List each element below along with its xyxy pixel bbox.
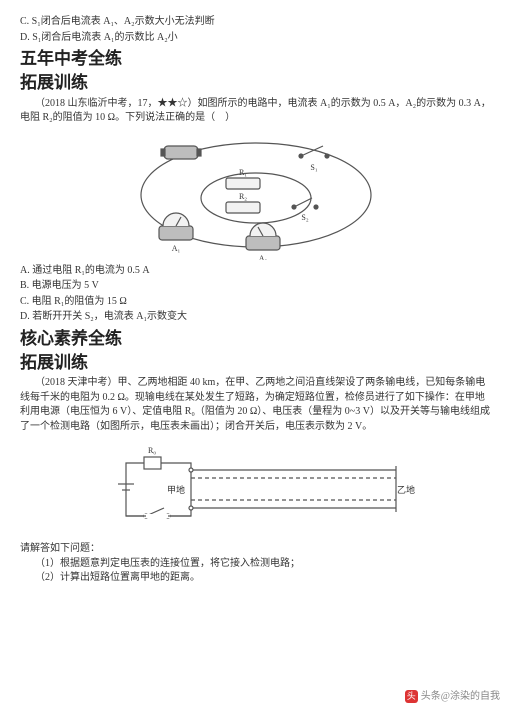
label-right-place: 乙地 bbox=[397, 484, 415, 495]
label-s1: S₁ bbox=[310, 163, 317, 172]
label-a2: A₂ bbox=[259, 254, 268, 260]
label-s2: S₂ bbox=[301, 213, 308, 222]
label-r0: R₀ bbox=[148, 446, 156, 455]
section2-heading2: 拓展训练 bbox=[20, 352, 492, 373]
option-d: D. S₁闭合后电流表 A₁的示数比 A₂小 bbox=[20, 31, 492, 46]
s1-option-b: B. 电源电压为 5 V bbox=[20, 279, 492, 294]
s1-option-a: A. 通过电阻 R₁的电流为 0.5 A bbox=[20, 264, 492, 279]
section1-question: （2018 山东临沂中考，17，★★☆）如图所示的电路中，电流表 A₁的示数为 … bbox=[20, 97, 492, 126]
section2-question: （2018 天津中考）甲、乙两地相距 40 km，在甲、乙两地之间沿直线架设了两… bbox=[20, 376, 492, 434]
section1-circuit-figure: A₁ A₂ R₁ R₂ S₁ bbox=[20, 130, 492, 260]
watermark-text: 头条@涂染的自我 bbox=[421, 690, 500, 705]
tasks-intro: 请解答如下问题： bbox=[20, 542, 492, 557]
task-2: （2）计算出短路位置离甲地的距离。 bbox=[20, 571, 492, 586]
label-a1: A₁ bbox=[172, 244, 181, 253]
watermark: 头 头条@涂染的自我 bbox=[405, 690, 500, 705]
option-c: C. S₁闭合后电流表 A₁、A₂示数大小无法判断 bbox=[20, 15, 492, 30]
s1-option-d: D. 若断开开关 S₂，电流表 A₁示数变大 bbox=[20, 310, 492, 325]
section1-heading2: 拓展训练 bbox=[20, 72, 492, 93]
label-r1: R₁ bbox=[239, 168, 247, 177]
watermark-logo-icon: 头 bbox=[405, 690, 418, 703]
section2-circuit-figure: R₀ 甲地 乙地 bbox=[20, 438, 492, 538]
task-1: （1）根据题意判定电压表的连接位置，将它接入检测电路； bbox=[20, 557, 492, 572]
s1-option-c: C. 电阻 R₁的阻值为 15 Ω bbox=[20, 295, 492, 310]
label-r2: R₂ bbox=[239, 192, 247, 201]
section2-heading1: 核心素养全练 bbox=[20, 328, 492, 349]
section1-heading1: 五年中考全练 bbox=[20, 48, 492, 69]
label-left-place: 甲地 bbox=[167, 484, 185, 495]
